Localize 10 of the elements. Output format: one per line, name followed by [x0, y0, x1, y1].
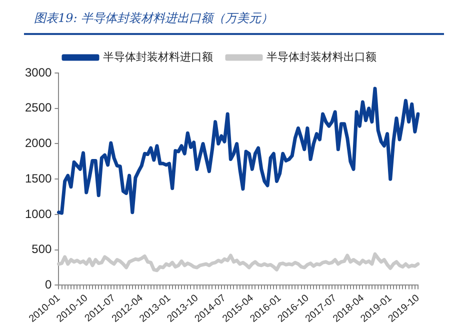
legend-label: 半导体封装材料出口额	[266, 50, 376, 64]
chart-title: 图表19: 半导体封装材料进出口额（万美元）	[34, 10, 274, 27]
legend-label: 半导体封装材料进口额	[103, 50, 213, 64]
y-tick-label: 3000	[24, 65, 52, 80]
y-tick-label: 0	[45, 278, 52, 292]
y-tick-label: 2000	[24, 136, 52, 150]
y-tick-label: 500	[32, 242, 52, 256]
y-tick-label: 2500	[24, 100, 52, 115]
y-tick-label: 1500	[24, 171, 52, 186]
y-tick-label: 1000	[24, 206, 52, 221]
